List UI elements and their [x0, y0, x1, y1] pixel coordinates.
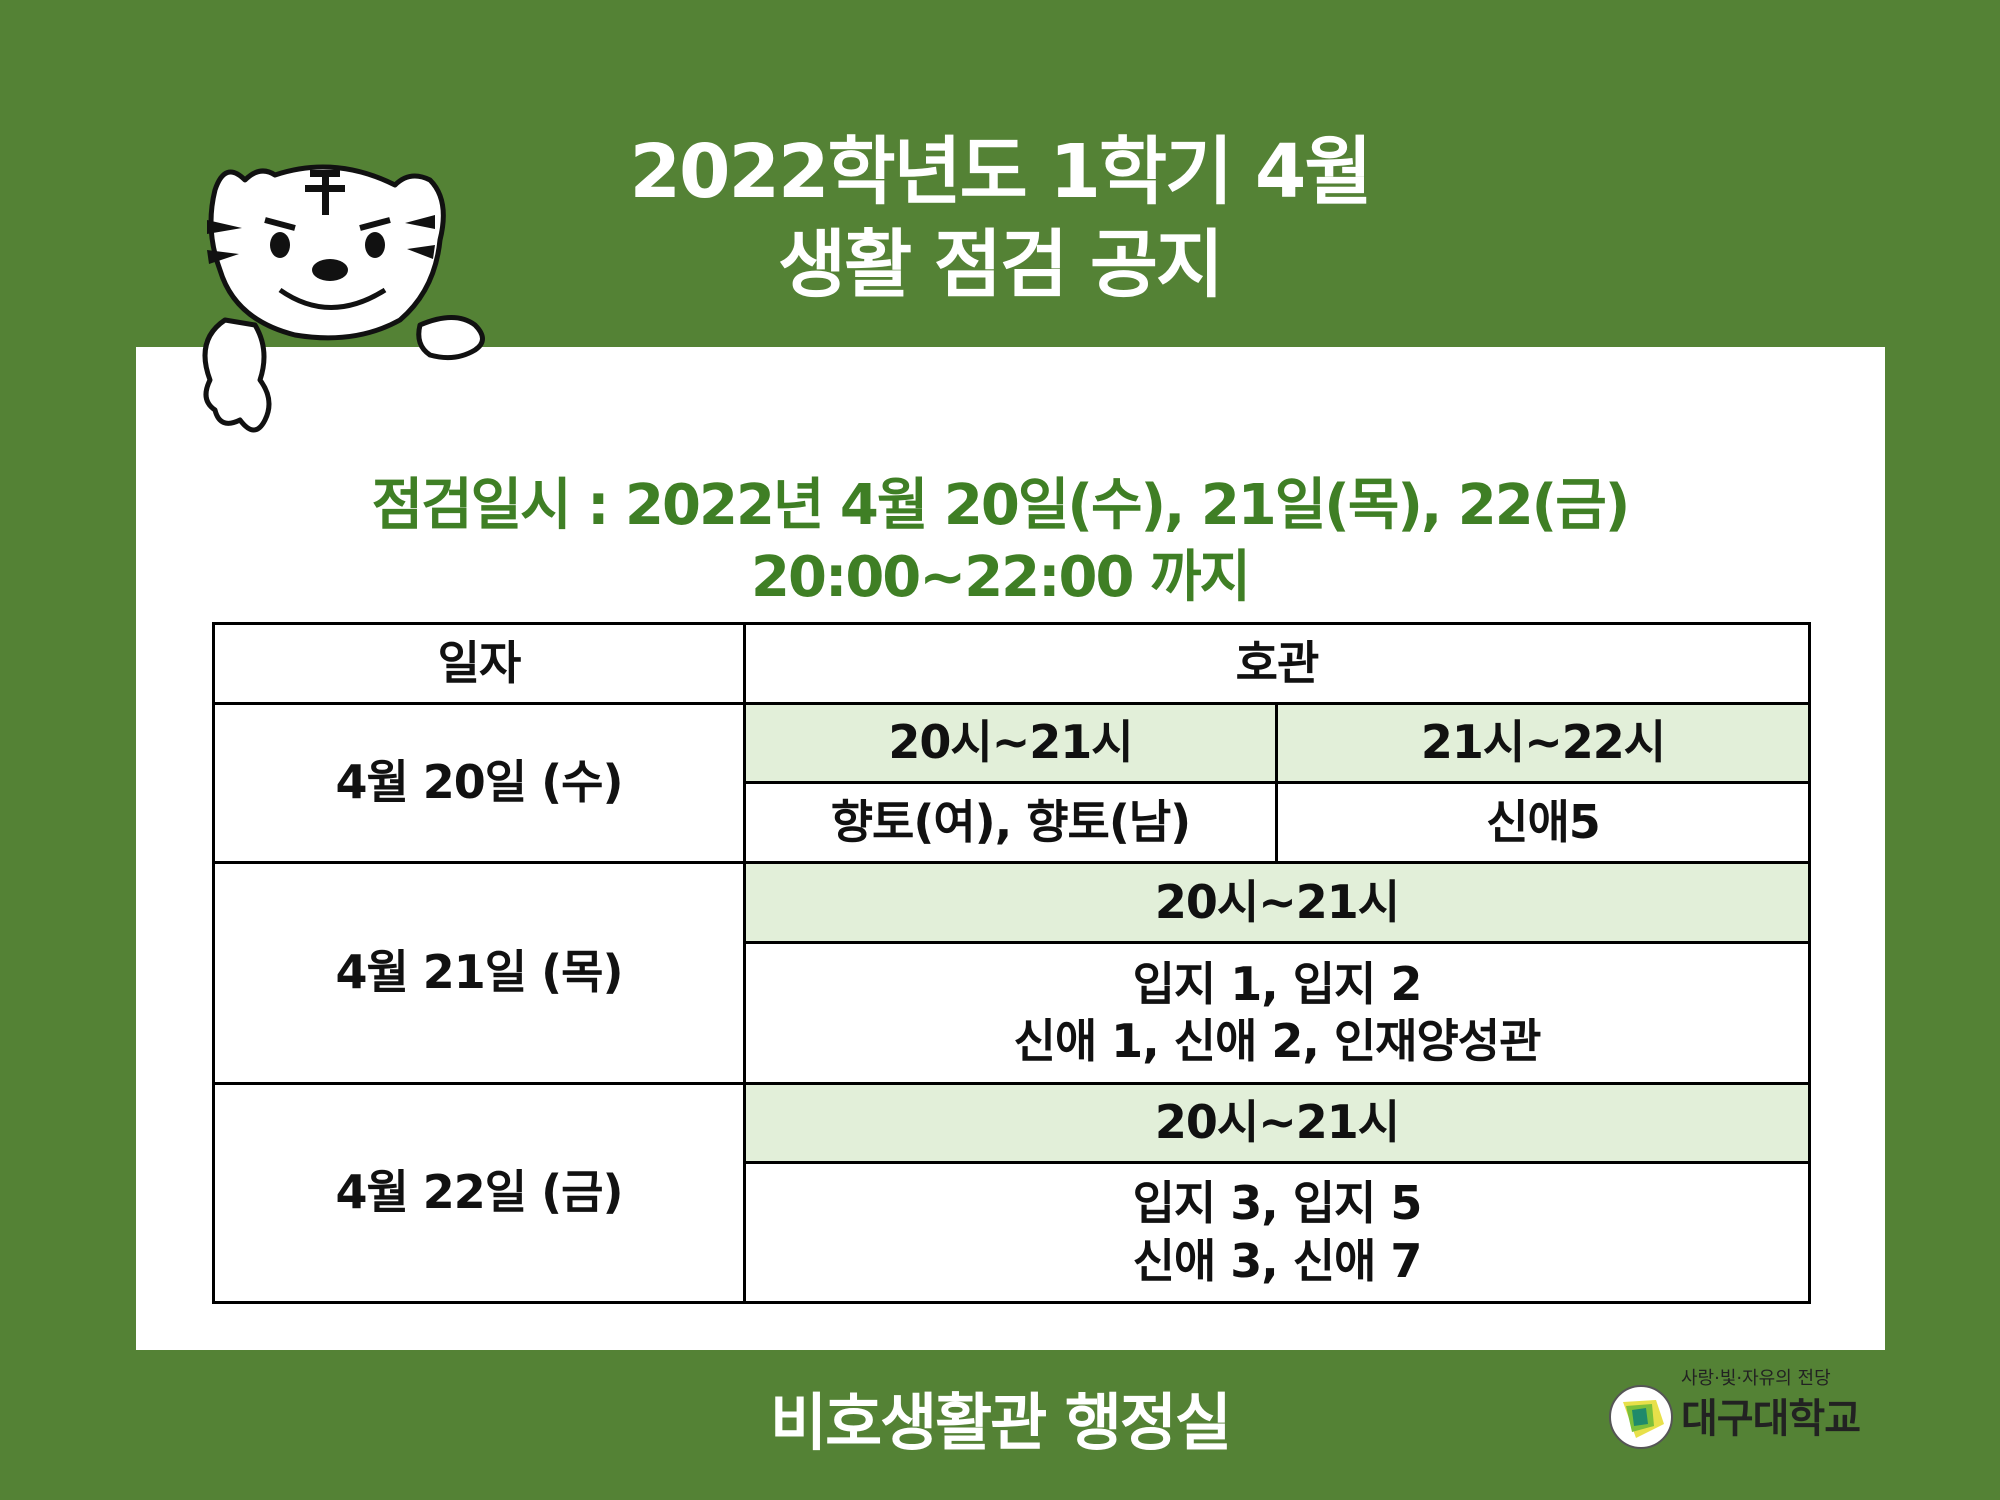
- time-cell: 21시~22시: [1274, 702, 1812, 784]
- time-cell: 20시~21시: [742, 861, 1812, 944]
- header-date: 일자: [212, 622, 746, 705]
- university-seal-icon: [1609, 1385, 1673, 1449]
- date-cell: 4월 22일 (금): [212, 1082, 746, 1304]
- table-row: 입지 3, 입지 5 신애 3, 신애 7: [214, 1161, 1812, 1304]
- building-cell: 향토(여), 향토(남): [742, 781, 1278, 864]
- schedule-table: 일자 호관 4월 20일 (수) 20시~21시 21시~22시 향토(여), …: [212, 622, 1812, 1304]
- tiger-mascot-icon: [202, 164, 485, 433]
- table-row: 4월 22일 (금) 20시~21시: [212, 1082, 1812, 1304]
- table-row: 입지 1, 입지 2 신애 1, 신애 2, 인재양성관: [214, 941, 1812, 1085]
- building-line: 신애 3, 신애 7: [1132, 1233, 1423, 1288]
- table-row: 4월 21일 (목) 20시~21시: [212, 861, 1812, 1085]
- time-cell: 20시~21시: [742, 1082, 1812, 1164]
- inspection-time: 20:00~22:00 까지: [751, 545, 1251, 610]
- table-row: 향토(여), 향토(남) 신애5: [214, 781, 1812, 864]
- university-logo: 사랑·빛·자유의 전당 대구대학교: [1606, 1362, 1886, 1462]
- title-line2: 생활 점검 공지: [777, 222, 1224, 308]
- date-cell: 4월 21일 (목): [212, 861, 746, 1085]
- building-line: 입지 1, 입지 2: [1132, 956, 1423, 1011]
- table-header-row: 일자 호관: [212, 622, 1812, 705]
- title-line1: 2022학년도 1학기 4월: [629, 129, 1373, 215]
- building-line: 신애 1, 신애 2, 인재양성관: [1013, 1014, 1542, 1068]
- date-cell: 4월 20일 (수): [212, 702, 746, 864]
- building-cell: 입지 1, 입지 2 신애 1, 신애 2, 인재양성관: [742, 941, 1812, 1085]
- building-line: 입지 3, 입지 5: [1132, 1176, 1423, 1230]
- university-slogan: 사랑·빛·자유의 전당: [1681, 1368, 1831, 1389]
- time-cell: 20시~21시: [742, 702, 1278, 784]
- header-building: 호관: [742, 622, 1812, 705]
- building-cell: 신애5: [1274, 781, 1812, 864]
- building-cell: 입지 3, 입지 5 신애 3, 신애 7: [742, 1161, 1812, 1304]
- university-name: 대구대학교: [1681, 1396, 1861, 1442]
- table-row: 4월 20일 (수) 20시~21시 21시~22시: [212, 702, 1812, 864]
- office-name: 비호생활관 행정실: [770, 1386, 1232, 1459]
- inspection-date: 점검일시 : 2022년 4월 20일(수), 21일(목), 22(금): [371, 473, 1631, 538]
